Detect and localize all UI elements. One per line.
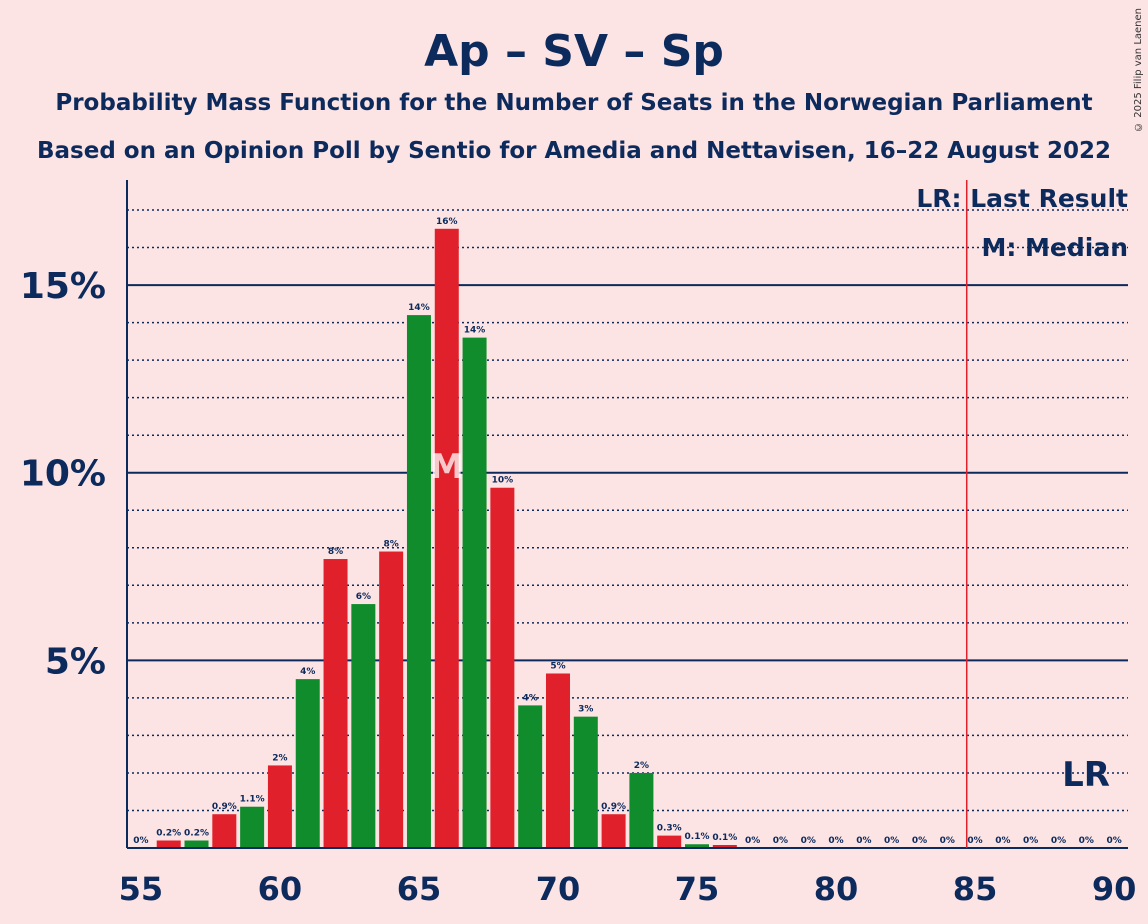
data-label: 0% — [967, 836, 982, 846]
data-label: 0% — [856, 836, 871, 846]
bar — [490, 488, 514, 848]
data-label: 0.2% — [184, 828, 209, 838]
data-label: 14% — [464, 326, 486, 336]
data-label: 0% — [884, 836, 899, 846]
data-label: 2% — [634, 761, 649, 771]
bar — [296, 679, 320, 848]
bar — [240, 807, 264, 848]
data-label: 8% — [384, 540, 399, 550]
bar — [602, 814, 626, 848]
data-label: 14% — [408, 303, 430, 313]
data-label: 6% — [356, 592, 371, 602]
data-label: 4% — [300, 667, 315, 677]
data-label: 1.1% — [240, 795, 265, 805]
bar — [379, 552, 403, 848]
data-label: 2% — [272, 753, 287, 763]
bar — [407, 315, 431, 848]
data-label: 8% — [328, 547, 343, 557]
data-label: 0% — [995, 836, 1010, 846]
bar — [157, 840, 181, 848]
data-label: 4% — [523, 693, 538, 703]
bar — [212, 814, 236, 848]
data-label: 0.9% — [212, 802, 237, 812]
data-label: 10% — [492, 476, 514, 486]
bar — [629, 773, 653, 848]
median-marker: M — [430, 447, 464, 487]
legend-last-result: LR: Last Result — [916, 184, 1128, 213]
y-tick-label: 15% — [20, 266, 106, 307]
bar — [435, 229, 459, 848]
data-label: 0% — [1051, 836, 1066, 846]
bar — [657, 836, 681, 848]
data-label: 5% — [550, 661, 565, 671]
bar — [546, 673, 570, 848]
x-tick-label: 90 — [1092, 870, 1137, 908]
x-tick-label: 65 — [397, 870, 442, 908]
data-label: 0% — [1023, 836, 1038, 846]
x-tick-label: 80 — [814, 870, 859, 908]
x-tick-label: 70 — [536, 870, 581, 908]
data-label: 0.3% — [657, 824, 682, 834]
bar — [185, 840, 209, 848]
y-tick-label: 5% — [45, 641, 106, 682]
data-label: 0% — [133, 836, 148, 846]
bar — [574, 717, 598, 848]
data-label: 0.1% — [712, 833, 737, 843]
x-tick-label: 60 — [258, 870, 303, 908]
data-label: 0.9% — [601, 802, 626, 812]
x-tick-label: 55 — [119, 870, 164, 908]
bar — [463, 338, 487, 848]
bar — [268, 765, 292, 848]
x-tick-label: 75 — [675, 870, 720, 908]
data-label: 0% — [745, 836, 760, 846]
x-tick-label: 85 — [953, 870, 998, 908]
data-label: 0% — [828, 836, 843, 846]
data-label: 0% — [912, 836, 927, 846]
data-label: 0.1% — [685, 832, 710, 842]
data-label: 0% — [1106, 836, 1121, 846]
data-label: 16% — [436, 217, 458, 227]
data-label: 0% — [1079, 836, 1094, 846]
bar — [324, 559, 348, 848]
data-label: 0% — [773, 836, 788, 846]
bar — [351, 604, 375, 848]
data-label: 0% — [940, 836, 955, 846]
data-label: 0.2% — [156, 828, 181, 838]
bar — [518, 705, 542, 848]
legend-median: M: Median — [981, 233, 1128, 262]
data-label: 0% — [801, 836, 816, 846]
y-tick-label: 10% — [20, 454, 106, 495]
last-result-marker: LR — [1062, 755, 1110, 795]
data-label: 3% — [578, 705, 593, 715]
